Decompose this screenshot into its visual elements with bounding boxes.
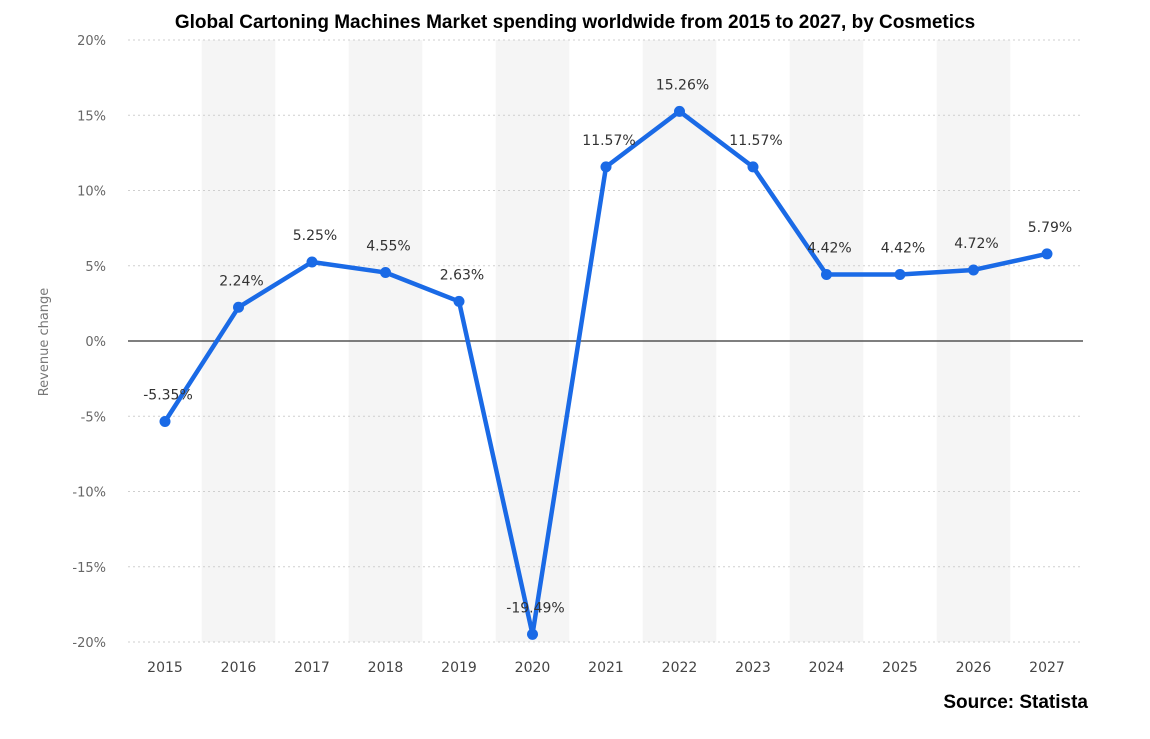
x-axis-ticks: 2015 2016 2017 2018 2019 2020 2021 2022 2023 2024… [147, 660, 1065, 676]
y-tick-label: 10% [77, 185, 106, 200]
chart-title: Global Cartoning Machines Market spendin… [174, 12, 976, 33]
data-point [968, 264, 979, 276]
data-point [527, 628, 538, 640]
y-tick-label: -5% [81, 410, 106, 425]
x-tick-label: 2018 [368, 660, 404, 676]
data-label: 15.26% [656, 77, 709, 93]
y-tick-label: 0% [85, 335, 106, 350]
data-label: 11.57% [729, 133, 782, 149]
data-label: 4.42% [807, 240, 851, 256]
y-tick-label: -10% [72, 486, 106, 501]
x-tick-label: 2017 [294, 660, 330, 676]
y-tick-label: 15% [77, 109, 106, 124]
data-point [1041, 248, 1053, 260]
data-point [306, 256, 318, 268]
y-tick-label: -20% [72, 636, 106, 651]
data-label: 11.57% [582, 133, 635, 149]
data-point [380, 267, 391, 279]
data-label: 2.24% [219, 273, 263, 289]
data-label: 4.72% [954, 236, 998, 252]
data-point [453, 295, 465, 307]
data-point [674, 105, 685, 117]
x-tick-label: 2023 [735, 660, 771, 676]
x-tick-label: 2019 [441, 660, 477, 676]
data-point [894, 268, 906, 280]
y-axis-ticks: 20% 15% 10% 5% 0% -5% -10% -15% -20% [72, 34, 106, 651]
y-tick-label: -15% [72, 561, 106, 576]
data-point [600, 161, 612, 173]
series-line-path [162, 109, 1050, 637]
x-tick-label: 2022 [662, 660, 698, 676]
data-label: -5.35% [143, 388, 193, 404]
x-tick-label: 2026 [956, 660, 992, 676]
data-point [821, 268, 832, 280]
x-tick-label: 2024 [809, 660, 845, 676]
x-tick-label: 2027 [1029, 660, 1065, 676]
data-label: 4.42% [881, 240, 925, 256]
data-label: -19.49% [506, 600, 564, 616]
data-point [233, 301, 244, 313]
gridlines [128, 39, 1083, 643]
x-tick-label: 2015 [147, 660, 183, 676]
x-tick-label: 2021 [588, 660, 624, 676]
data-label: 2.63% [440, 267, 484, 283]
series-line [162, 109, 1050, 637]
x-tick-label: 2016 [221, 660, 257, 676]
source-note: Source: Statista [943, 692, 1088, 713]
data-label: 4.55% [366, 239, 410, 255]
y-tick-label: 5% [85, 260, 106, 275]
data-label: 5.79% [1028, 220, 1072, 236]
data-point [747, 161, 759, 173]
data-label: 5.25% [293, 228, 337, 244]
x-tick-label: 2020 [515, 660, 551, 676]
y-tick-label: 20% [77, 34, 106, 49]
data-labels: -5.35% 2.24% 5.25% 4.55% 2.63% -19.49% 11.57% 1… [143, 77, 1072, 616]
data-points [159, 105, 1053, 640]
y-axis-label: Revenue change [37, 288, 52, 397]
x-tick-label: 2025 [882, 660, 918, 676]
data-point [159, 416, 171, 428]
